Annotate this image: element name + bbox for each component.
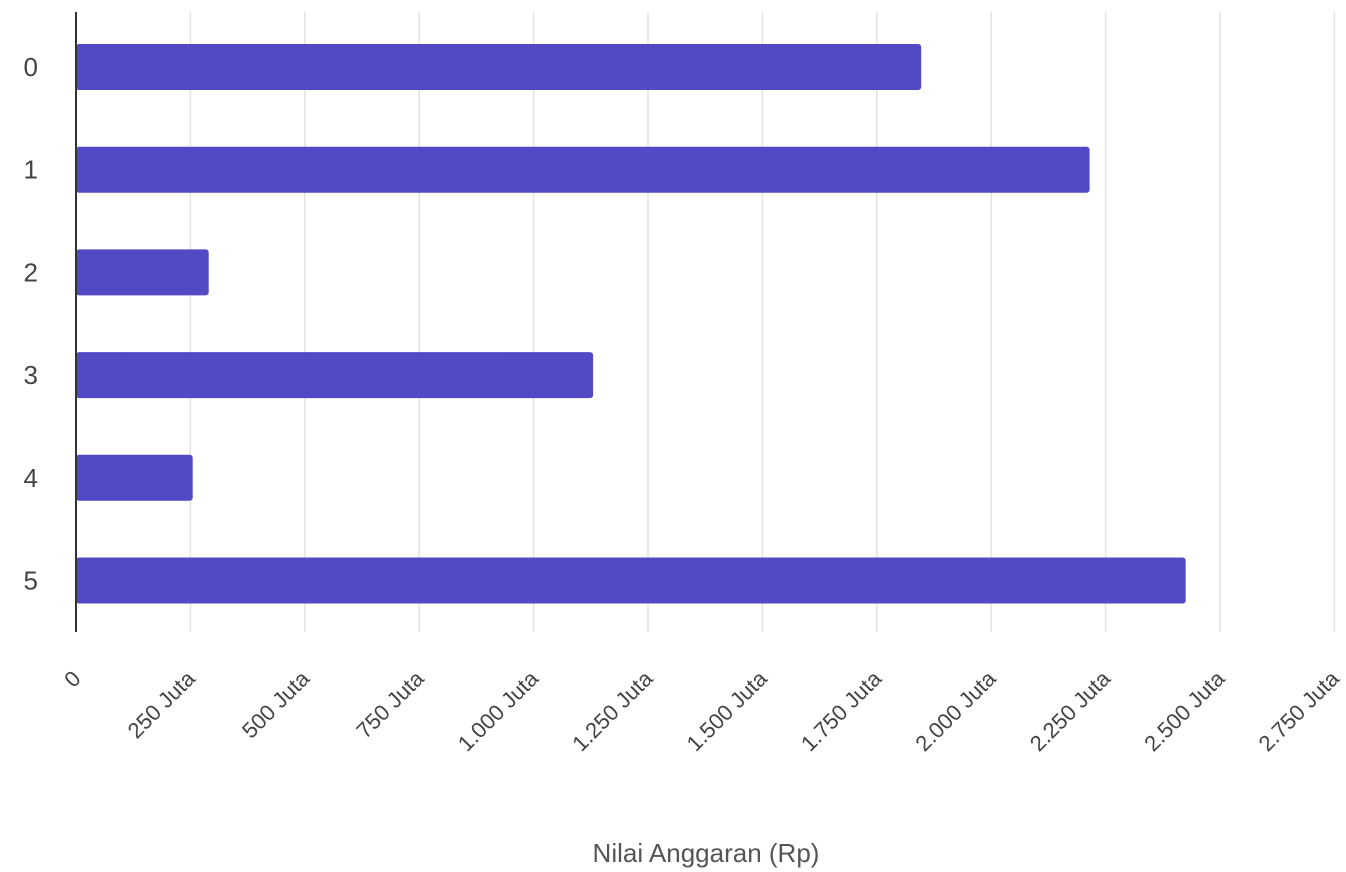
- x-tick-label: 1.250 Juta: [567, 665, 658, 756]
- x-tick-label: 1.500 Juta: [682, 665, 773, 756]
- x-tick-label: 750 Juta: [351, 665, 429, 743]
- x-tick-label: 500 Juta: [237, 665, 315, 743]
- x-tick-label: 1.750 Juta: [796, 665, 887, 756]
- gridlines: [189, 12, 1336, 632]
- bars: [76, 44, 1186, 604]
- x-tick-label: 2.250 Juta: [1025, 665, 1116, 756]
- x-tick-label: 1.000 Juta: [453, 665, 544, 756]
- bar[interactable]: [76, 352, 594, 399]
- x-tick-label: 2.500 Juta: [1139, 665, 1230, 756]
- category-label: 1: [24, 155, 38, 185]
- x-tick-label: 0: [59, 666, 85, 692]
- bar[interactable]: [76, 146, 1090, 193]
- category-label: 4: [24, 463, 38, 493]
- x-tick-label: 2.000 Juta: [910, 665, 1001, 756]
- category-labels: 0 1 2 3 4 5: [24, 52, 38, 596]
- category-label: 3: [24, 360, 38, 390]
- bar[interactable]: [76, 44, 922, 90]
- category-label: 0: [24, 52, 38, 82]
- x-tick-label: 250 Juta: [123, 665, 201, 743]
- x-axis-title: Nilai Anggaran (Rp): [593, 838, 820, 868]
- bar[interactable]: [76, 454, 193, 501]
- x-tick-label: 2.750 Juta: [1254, 665, 1345, 756]
- x-tick-labels: 0 250 Juta 500 Juta 750 Juta 1.000 Juta 1.250…: [59, 665, 1344, 756]
- category-label: 5: [24, 566, 38, 596]
- bar[interactable]: [76, 557, 1186, 604]
- category-label: 2: [24, 257, 38, 287]
- bar[interactable]: [76, 249, 209, 296]
